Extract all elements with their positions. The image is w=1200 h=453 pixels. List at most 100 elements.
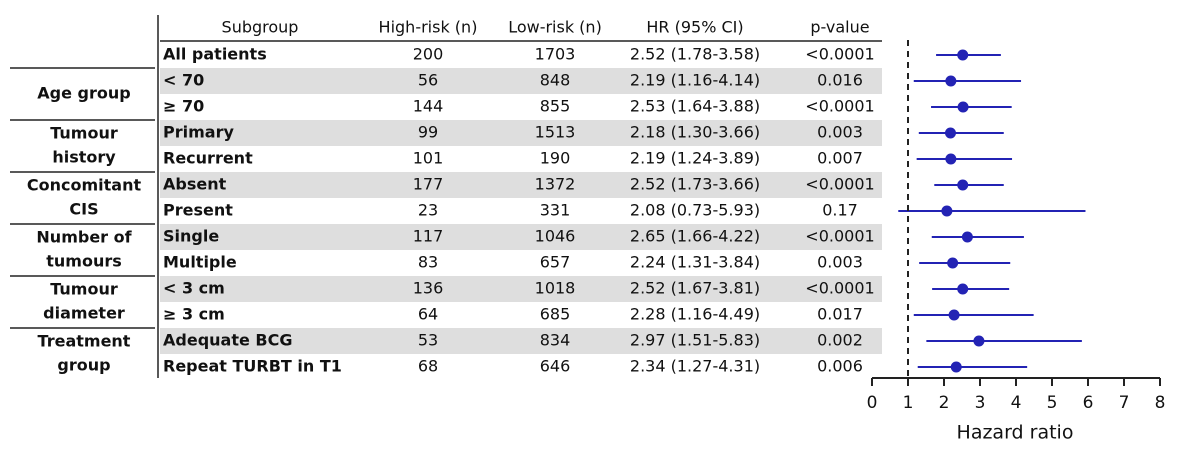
cell-low-risk: 1513 <box>535 123 576 142</box>
hr-point <box>944 127 956 139</box>
cell-p-value: 0.007 <box>817 149 863 168</box>
x-tick-label: 8 <box>1155 393 1166 413</box>
cell-hr-label: 2.34 (1.27-4.31) <box>630 357 760 376</box>
cell-hr-label: 2.28 (1.16-4.49) <box>630 305 760 324</box>
cell-low-risk: 1046 <box>535 227 576 246</box>
cell-p-value: 0.003 <box>817 123 863 142</box>
cell-subgroup: Recurrent <box>163 149 253 168</box>
cell-hr-label: 2.97 (1.51-5.83) <box>630 331 760 350</box>
x-tick-label: 6 <box>1083 393 1094 413</box>
column-header: p-value <box>810 18 869 37</box>
hr-point <box>973 335 985 347</box>
row-shading <box>160 120 882 146</box>
cell-hr-label: 2.24 (1.31-3.84) <box>630 253 760 272</box>
cell-subgroup: Multiple <box>163 253 237 272</box>
cell-subgroup: Single <box>163 227 219 246</box>
x-tick-label: 5 <box>1047 393 1058 413</box>
column-header: HR (95% CI) <box>646 18 743 37</box>
group-label: CIS <box>69 200 98 219</box>
cell-high-risk: 144 <box>413 97 444 116</box>
cell-low-risk: 331 <box>540 201 571 220</box>
hr-point <box>957 179 969 191</box>
row-shading <box>160 224 882 250</box>
column-header: High-risk (n) <box>379 18 478 37</box>
group-label: Age group <box>37 84 130 103</box>
cell-p-value: <0.0001 <box>805 227 874 246</box>
cell-p-value: 0.003 <box>817 253 863 272</box>
cell-low-risk: 848 <box>540 71 571 90</box>
cell-hr-label: 2.18 (1.30-3.66) <box>630 123 760 142</box>
cell-low-risk: 685 <box>540 305 571 324</box>
cell-high-risk: 101 <box>413 149 444 168</box>
cell-hr-label: 2.65 (1.66-4.22) <box>630 227 760 246</box>
row-shading <box>160 276 882 302</box>
cell-subgroup: < 3 cm <box>163 279 225 298</box>
hr-point <box>947 257 959 269</box>
cell-p-value: 0.017 <box>817 305 863 324</box>
hr-point <box>948 309 960 321</box>
group-label: Treatment <box>38 332 131 351</box>
cell-high-risk: 64 <box>418 305 438 324</box>
cell-high-risk: 83 <box>418 253 438 272</box>
x-tick-label: 2 <box>939 393 950 413</box>
group-label: group <box>57 356 110 375</box>
x-tick-label: 1 <box>903 393 914 413</box>
cell-high-risk: 99 <box>418 123 438 142</box>
cell-subgroup: Absent <box>163 175 227 194</box>
hr-point <box>957 49 969 61</box>
hr-point <box>957 283 969 295</box>
cell-subgroup: Primary <box>163 123 234 142</box>
x-axis-label: Hazard ratio <box>957 422 1074 444</box>
cell-subgroup: Present <box>163 201 233 220</box>
cell-low-risk: 190 <box>540 149 571 168</box>
cell-subgroup: ≥ 70 <box>163 97 204 116</box>
x-tick-label: 4 <box>1011 393 1022 413</box>
cell-high-risk: 23 <box>418 201 438 220</box>
cell-hr-label: 2.53 (1.64-3.88) <box>630 97 760 116</box>
x-tick-label: 3 <box>975 393 986 413</box>
cell-high-risk: 136 <box>413 279 444 298</box>
hr-point <box>945 75 957 87</box>
cell-hr-label: 2.52 (1.78-3.58) <box>630 45 760 64</box>
cell-hr-label: 2.52 (1.73-3.66) <box>630 175 760 194</box>
column-header: Low-risk (n) <box>508 18 602 37</box>
hr-point <box>950 361 962 373</box>
hr-point <box>961 231 973 243</box>
hr-point <box>957 101 969 113</box>
x-tick-label: 0 <box>867 393 878 413</box>
cell-low-risk: 834 <box>540 331 571 350</box>
cell-subgroup: All patients <box>163 45 267 64</box>
row-shading <box>160 68 882 94</box>
group-label: diameter <box>43 304 125 323</box>
cell-low-risk: 1018 <box>535 279 576 298</box>
hr-point <box>941 205 953 217</box>
cell-subgroup: < 70 <box>163 71 204 90</box>
group-label: Tumour <box>50 280 118 299</box>
cell-low-risk: 646 <box>540 357 571 376</box>
cell-p-value: 0.002 <box>817 331 863 350</box>
column-header: Subgroup <box>222 18 299 37</box>
cell-low-risk: 1372 <box>535 175 576 194</box>
cell-subgroup: Repeat TURBT in T1 <box>163 357 342 376</box>
group-label: tumours <box>46 252 122 271</box>
cell-p-value: 0.016 <box>817 71 863 90</box>
cell-p-value: <0.0001 <box>805 279 874 298</box>
cell-p-value: 0.006 <box>817 357 863 376</box>
cell-high-risk: 53 <box>418 331 438 350</box>
group-label: Tumour <box>50 124 118 143</box>
cell-p-value: <0.0001 <box>805 97 874 116</box>
hr-point <box>945 153 957 165</box>
cell-subgroup: ≥ 3 cm <box>163 305 225 324</box>
cell-high-risk: 68 <box>418 357 438 376</box>
group-label: Number of <box>36 228 132 247</box>
cell-hr-label: 2.19 (1.16-4.14) <box>630 71 760 90</box>
cell-subgroup: Adequate BCG <box>163 331 292 350</box>
cell-p-value: 0.17 <box>822 201 858 220</box>
cell-low-risk: 657 <box>540 253 571 272</box>
cell-high-risk: 117 <box>413 227 444 246</box>
cell-p-value: <0.0001 <box>805 175 874 194</box>
row-shading <box>160 328 882 354</box>
cell-high-risk: 177 <box>413 175 444 194</box>
